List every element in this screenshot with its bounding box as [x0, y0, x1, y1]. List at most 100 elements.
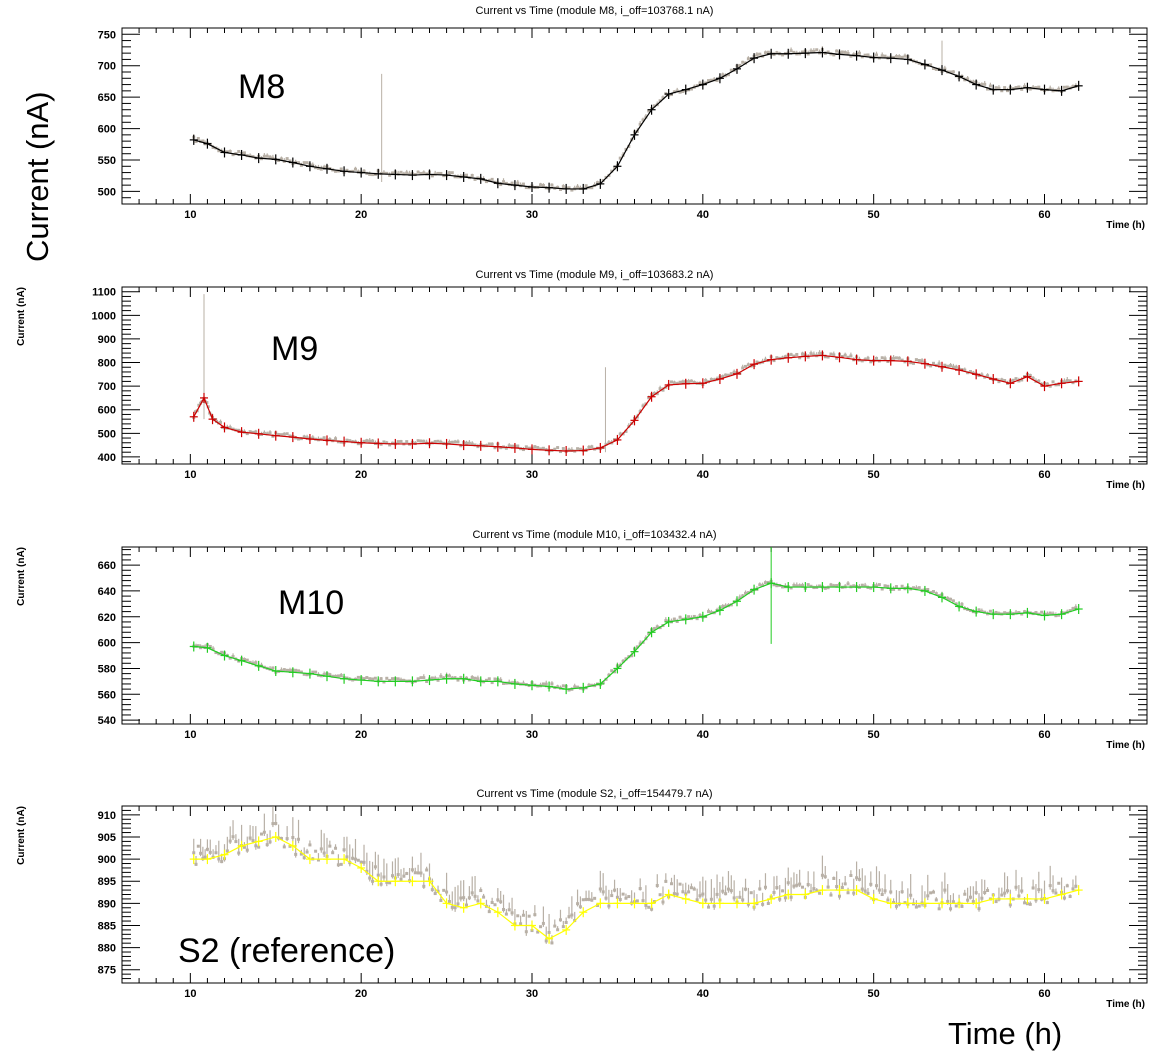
raw-marker [931, 590, 935, 594]
raw-marker [473, 177, 477, 181]
raw-marker [436, 889, 440, 893]
raw-marker [741, 594, 745, 598]
x-tick-label: 60 [1038, 988, 1050, 1000]
raw-marker [382, 875, 386, 879]
raw-marker [860, 359, 864, 363]
raw-marker [390, 677, 394, 681]
raw-marker [997, 380, 1001, 384]
y-tick-label: 900 [98, 334, 116, 346]
raw-marker [775, 356, 779, 360]
raw-marker [570, 188, 574, 192]
raw-marker [248, 660, 252, 664]
y-tick-label: 600 [98, 405, 116, 417]
raw-marker [994, 610, 998, 614]
raw-marker [536, 930, 540, 934]
raw-marker [371, 879, 375, 883]
raw-marker [929, 364, 933, 368]
raw-marker [490, 177, 494, 181]
x-tick-label: 60 [1038, 729, 1050, 741]
raw-marker [949, 907, 953, 911]
y-tick-label: 905 [98, 832, 116, 844]
raw-marker [1014, 86, 1018, 90]
raw-marker [262, 431, 266, 435]
raw-marker [242, 845, 246, 849]
raw-marker [960, 602, 964, 606]
raw-marker [835, 584, 839, 588]
raw-marker [576, 185, 580, 189]
raw-marker [470, 442, 474, 446]
raw-marker [1017, 611, 1021, 615]
raw-marker [590, 445, 594, 449]
raw-marker [618, 898, 622, 902]
raw-marker [402, 172, 406, 176]
plot-area [189, 806, 1083, 945]
y-tick-label: 1100 [92, 287, 116, 299]
raw-marker [826, 586, 830, 590]
raw-marker [772, 583, 776, 587]
raw-marker [553, 447, 557, 451]
raw-marker [678, 380, 682, 384]
raw-marker [271, 156, 275, 160]
raw-marker [211, 647, 215, 651]
raw-marker [262, 830, 266, 834]
raw-marker [746, 363, 750, 367]
raw-marker [1005, 611, 1009, 615]
raw-marker [863, 889, 867, 893]
raw-marker [852, 584, 856, 588]
raw-marker [635, 899, 639, 903]
raw-marker [1034, 611, 1038, 615]
x-tick-label: 10 [184, 729, 196, 741]
raw-marker [783, 896, 787, 900]
raw-marker [456, 440, 460, 444]
raw-marker [556, 685, 560, 689]
raw-marker [937, 362, 941, 366]
panel-title: Current vs Time (module S2, i_off=154479… [476, 788, 712, 800]
raw-marker [820, 873, 824, 877]
raw-marker [883, 357, 887, 361]
raw-marker [430, 174, 434, 178]
raw-marker [624, 657, 628, 661]
raw-marker [279, 669, 283, 673]
y-tick-label: 650 [98, 92, 116, 104]
raw-marker [442, 888, 446, 892]
raw-marker [362, 439, 366, 443]
raw-marker [809, 49, 813, 53]
raw-marker [493, 677, 497, 681]
raw-marker [311, 436, 315, 440]
raw-marker [539, 183, 543, 187]
raw-marker [334, 437, 338, 441]
raw-marker [1000, 378, 1004, 382]
panel-title: Current vs Time (module M10, i_off=10343… [472, 529, 716, 541]
raw-marker [271, 666, 275, 670]
raw-marker [368, 439, 372, 443]
raw-marker [826, 355, 830, 359]
raw-marker [510, 444, 514, 448]
y-tick-label: 900 [98, 854, 116, 866]
y-axis-title: Current (nA) [16, 287, 27, 346]
raw-marker [587, 897, 591, 901]
raw-marker [299, 852, 303, 856]
raw-marker [971, 80, 975, 84]
raw-marker [502, 681, 506, 685]
raw-marker [986, 374, 990, 378]
raw-marker [527, 446, 531, 450]
raw-marker [274, 821, 278, 825]
raw-marker [701, 892, 705, 896]
raw-marker [297, 161, 301, 165]
panel-annotation: M9 [271, 330, 318, 368]
raw-marker [219, 420, 223, 424]
raw-marker [698, 894, 702, 898]
raw-marker [869, 360, 873, 364]
raw-marker [205, 401, 209, 405]
x-tick-label: 60 [1038, 469, 1050, 481]
raw-marker [983, 82, 987, 86]
raw-marker [695, 898, 699, 902]
raw-marker [314, 670, 318, 674]
raw-marker [305, 850, 309, 854]
y-tick-label: 600 [98, 638, 116, 650]
raw-marker [353, 857, 357, 861]
raw-marker [880, 356, 884, 360]
raw-marker [388, 173, 392, 177]
raw-marker [550, 682, 554, 686]
raw-marker [231, 153, 235, 157]
